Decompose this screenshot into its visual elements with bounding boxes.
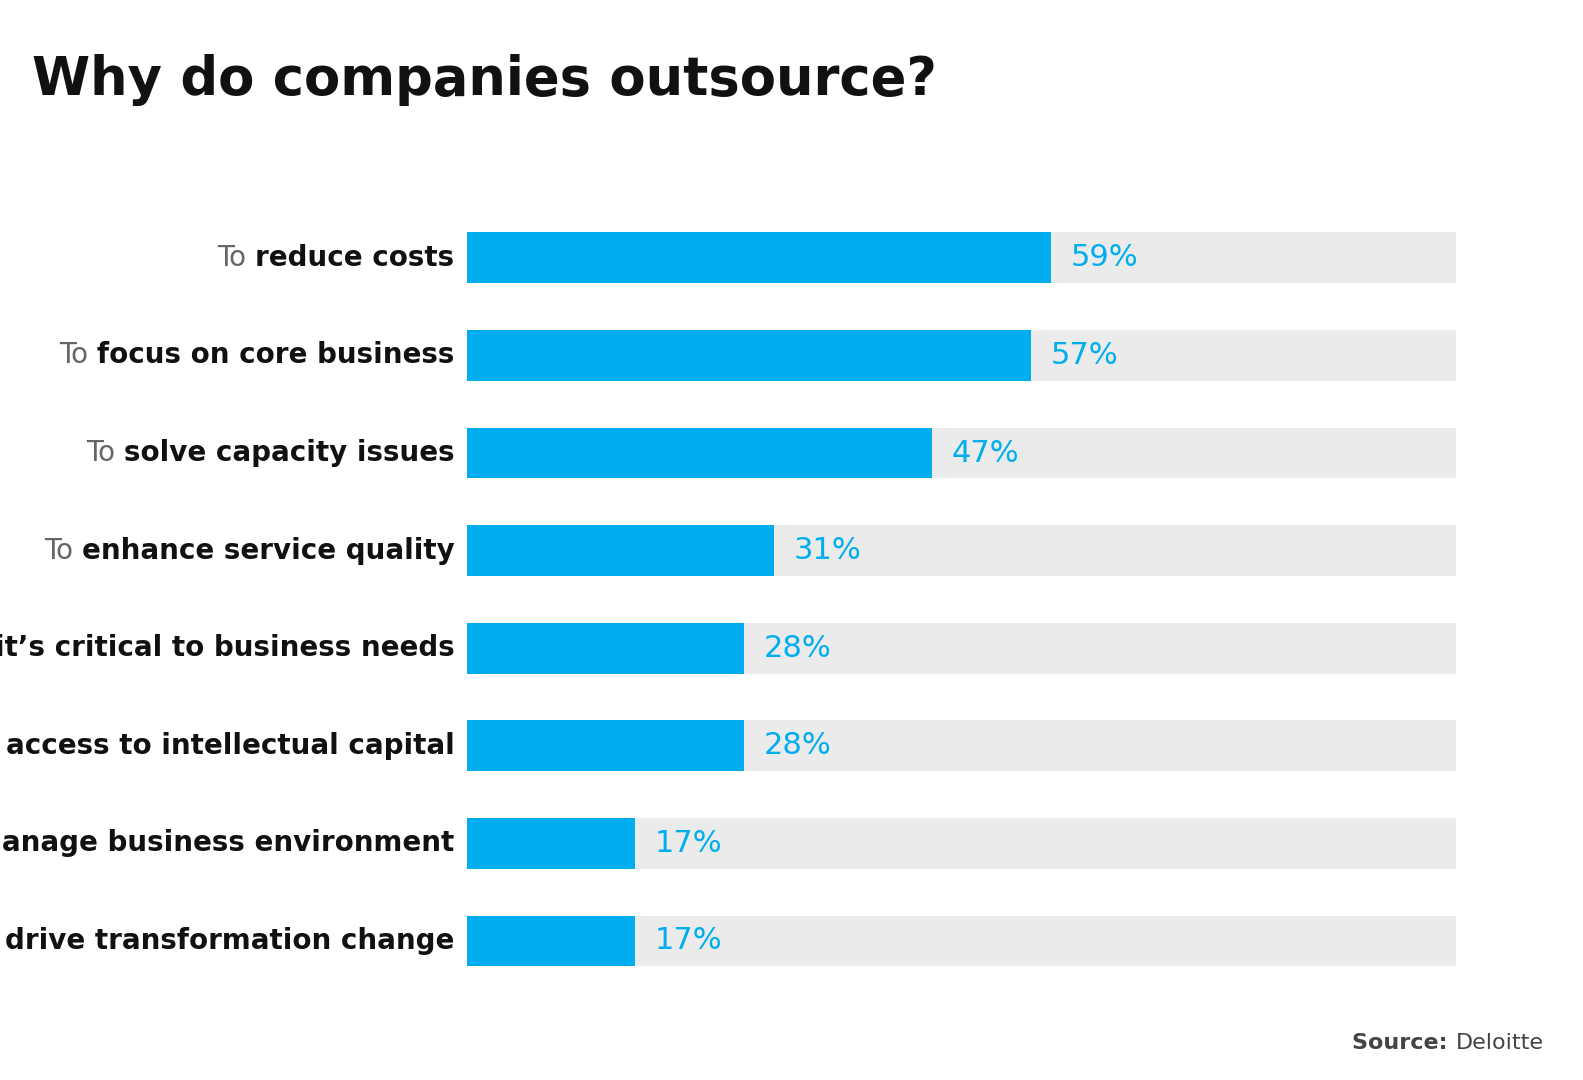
Text: Deloitte: Deloitte: [1455, 1032, 1543, 1053]
Bar: [467, 916, 635, 967]
Bar: [467, 720, 744, 771]
Bar: [467, 232, 1456, 283]
Bar: [467, 818, 635, 868]
Text: 31%: 31%: [793, 536, 861, 565]
Bar: [467, 330, 1031, 381]
Text: manage business environment: manage business environment: [0, 829, 454, 858]
Text: To: To: [44, 537, 82, 565]
Text: 59%: 59%: [1070, 243, 1138, 272]
Text: solve capacity issues: solve capacity issues: [123, 438, 454, 467]
Text: reduce costs: reduce costs: [255, 244, 454, 272]
Bar: [467, 525, 774, 576]
Text: To: To: [59, 341, 97, 369]
Bar: [467, 818, 1456, 868]
Bar: [467, 330, 1456, 381]
Text: 17%: 17%: [655, 927, 722, 956]
Text: Why do companies outsource?: Why do companies outsource?: [32, 54, 937, 106]
Bar: [467, 623, 1456, 674]
Text: To: To: [217, 244, 255, 272]
Text: For: For: [0, 732, 6, 760]
Bar: [467, 232, 1051, 283]
Text: To: To: [0, 927, 5, 955]
Text: drive transformation change: drive transformation change: [5, 927, 454, 955]
Bar: [467, 428, 932, 478]
Bar: [467, 623, 744, 674]
Text: access to intellectual capital: access to intellectual capital: [6, 732, 454, 760]
Text: 28%: 28%: [763, 731, 831, 760]
Text: 47%: 47%: [951, 438, 1019, 468]
Text: To: To: [85, 438, 123, 467]
Text: it’s critical to business needs: it’s critical to business needs: [0, 634, 454, 662]
Text: 57%: 57%: [1051, 341, 1118, 370]
Text: enhance service quality: enhance service quality: [82, 537, 454, 565]
Text: focus on core business: focus on core business: [97, 341, 454, 369]
Bar: [467, 720, 1456, 771]
Bar: [467, 525, 1456, 576]
Text: 28%: 28%: [763, 634, 831, 663]
Text: 17%: 17%: [655, 828, 722, 858]
Bar: [467, 916, 1456, 967]
Text: Source:: Source:: [1352, 1032, 1455, 1053]
Bar: [467, 428, 1456, 478]
